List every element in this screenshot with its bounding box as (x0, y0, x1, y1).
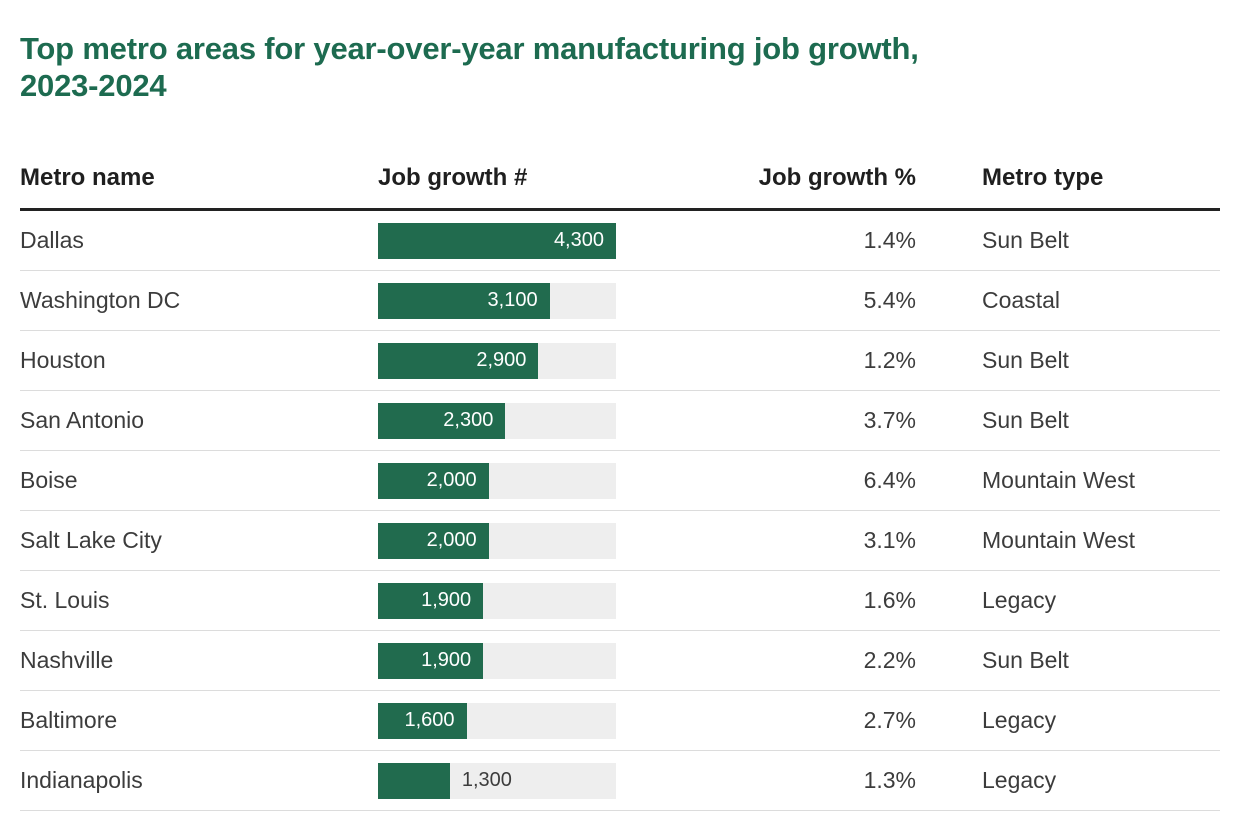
metro-name-cell: San Antonio (20, 407, 145, 434)
job-growth-bar: 1,300 (378, 762, 512, 799)
table-row: Boise 2,000 6.4% Mountain West (20, 451, 1220, 512)
bar-value-label: 1,600 (404, 709, 455, 732)
job-growth-bar-cell: 1,600 (378, 702, 618, 739)
metro-type-cell: Coastal (982, 287, 1060, 314)
table-body: Dallas 4,300 1.4% Sun Belt Washington DC… (20, 211, 1220, 812)
job-growth-bar: 2,000 (378, 462, 489, 499)
page-title-line-1: Top metro areas for year-over-year manuf… (20, 31, 919, 66)
bar-track: 1,600 (378, 702, 616, 739)
metro-type-cell: Sun Belt (982, 647, 1069, 674)
header-metro-name: Metro name (20, 164, 155, 192)
table-row: San Antonio 2,300 3.7% Sun Belt (20, 391, 1220, 452)
job-growth-bar: 1,600 (378, 702, 467, 739)
bar-value-label: 2,900 (476, 349, 527, 372)
job-growth-bar-cell: 2,000 (378, 462, 618, 499)
job-growth-percent-cell: 6.4% (863, 467, 916, 494)
page-title-line-2: 2023-2024 (20, 68, 167, 104)
job-growth-bar-cell: 1,300 (378, 762, 618, 799)
job-growth-percent-cell: 1.4% (863, 227, 916, 254)
metro-name-cell: Salt Lake City (20, 527, 162, 554)
table-row: Washington DC 3,100 5.4% Coastal (20, 271, 1220, 332)
metro-name-cell: St. Louis (20, 587, 110, 614)
job-growth-bar: 1,900 (378, 642, 484, 679)
job-growth-bar: 2,900 (378, 342, 539, 379)
bar-value-label: 1,900 (421, 649, 472, 672)
table-row: Nashville 1,900 2.2% Sun Belt (20, 631, 1220, 692)
metro-name-cell: Dallas (20, 227, 84, 254)
job-growth-percent-cell: 1.2% (863, 347, 916, 374)
job-growth-percent-cell: 5.4% (863, 287, 916, 314)
page-title: Top metro areas for year-over-year manuf… (20, 30, 1220, 104)
bar-track: 2,000 (378, 522, 616, 559)
table-row: Dallas 4,300 1.4% Sun Belt (20, 211, 1220, 272)
metro-type-cell: Legacy (982, 587, 1057, 614)
table-header-row: Metro name Job growth # Job growth % Met… (20, 164, 1220, 212)
job-growth-bar: 2,300 (378, 402, 506, 439)
job-growth-table: Metro name Job growth # Job growth % Met… (20, 164, 1220, 812)
job-growth-bar: 3,100 (378, 282, 550, 319)
job-growth-bar-cell: 2,900 (378, 342, 618, 379)
job-growth-bar-cell: 2,000 (378, 522, 618, 559)
bar-track: 2,900 (378, 342, 616, 379)
job-growth-percent-cell: 3.1% (863, 527, 916, 554)
metro-type-cell: Mountain West (982, 467, 1135, 494)
job-growth-percent-cell: 1.6% (863, 587, 916, 614)
header-metro-type: Metro type (982, 164, 1104, 192)
metro-type-cell: Mountain West (982, 527, 1135, 554)
header-job-growth-percent: Job growth % (758, 164, 916, 192)
bar-track: 1,900 (378, 642, 616, 679)
bar-value-label: 2,000 (426, 469, 477, 492)
bar-track: 4,300 (378, 222, 616, 259)
bar-track: 3,100 (378, 282, 616, 319)
bar-value-label: 1,900 (421, 589, 472, 612)
metro-name-cell: Boise (20, 467, 78, 494)
job-growth-bar: 1,900 (378, 582, 484, 619)
metro-name-cell: Nashville (20, 647, 114, 674)
metro-type-cell: Sun Belt (982, 407, 1069, 434)
metro-type-cell: Sun Belt (982, 347, 1069, 374)
bar-value-label: 3,100 (487, 289, 538, 312)
job-growth-bar-cell: 3,100 (378, 282, 618, 319)
metro-type-cell: Sun Belt (982, 227, 1069, 254)
header-job-growth-number: Job growth # (378, 164, 528, 192)
table-row: St. Louis 1,900 1.6% Legacy (20, 571, 1220, 632)
metro-name-cell: Washington DC (20, 287, 181, 314)
metro-name-cell: Indianapolis (20, 767, 143, 794)
job-growth-bar-cell: 1,900 (378, 582, 618, 619)
job-growth-percent-cell: 2.7% (863, 707, 916, 734)
job-growth-bar: 2,000 (378, 522, 489, 559)
bar-value-label: 2,000 (426, 529, 477, 552)
bar-track: 2,300 (378, 402, 616, 439)
table-row: Indianapolis 1,300 1.3% Legacy (20, 751, 1220, 812)
bar-track: 1,300 (378, 762, 616, 799)
metro-name-cell: Baltimore (20, 707, 118, 734)
metro-type-cell: Legacy (982, 707, 1057, 734)
job-growth-percent-cell: 3.7% (863, 407, 916, 434)
job-growth-percent-cell: 2.2% (863, 647, 916, 674)
table-row: Salt Lake City 2,000 3.1% Mountain West (20, 511, 1220, 572)
job-growth-bar: 4,300 (378, 222, 616, 259)
job-growth-bar-cell: 2,300 (378, 402, 618, 439)
page: Top metro areas for year-over-year manuf… (20, 30, 1220, 812)
table-row: Houston 2,900 1.2% Sun Belt (20, 331, 1220, 392)
table-row: Baltimore 1,600 2.7% Legacy (20, 691, 1220, 752)
metro-name-cell: Houston (20, 347, 106, 374)
metro-type-cell: Legacy (982, 767, 1057, 794)
job-growth-percent-cell: 1.3% (863, 767, 916, 794)
bar-value-label: 4,300 (553, 229, 604, 252)
bar-track: 2,000 (378, 462, 616, 499)
bar-value-label: 2,300 (443, 409, 494, 432)
job-growth-bar-cell: 1,900 (378, 642, 618, 679)
job-growth-bar-cell: 4,300 (378, 222, 618, 259)
bar-value-label: 1,300 (461, 769, 512, 792)
bar-track: 1,900 (378, 582, 616, 619)
